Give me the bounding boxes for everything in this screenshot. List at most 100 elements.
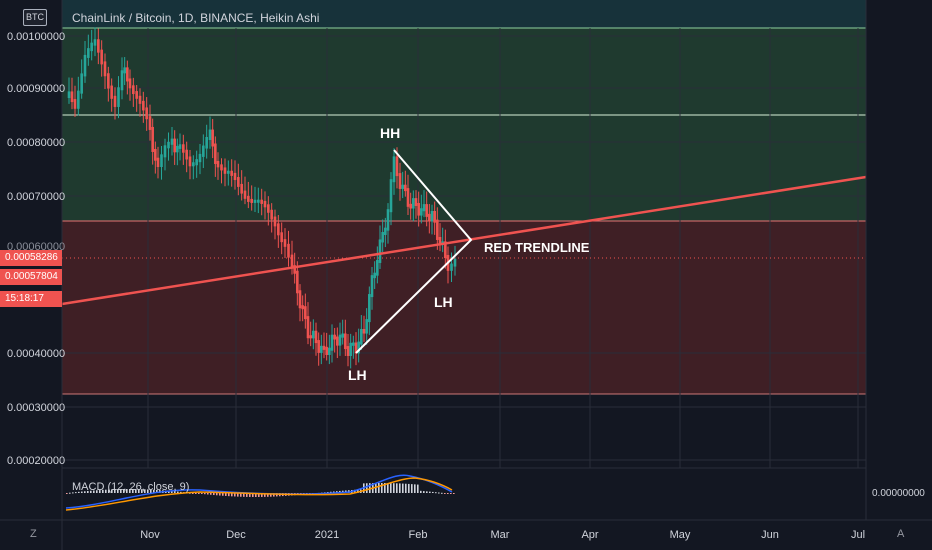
red-zone — [62, 221, 866, 394]
candle-body — [126, 67, 129, 82]
annotation-lh-right[interactable]: LH — [434, 294, 453, 310]
macd-bar — [141, 489, 143, 493]
candle-body — [135, 91, 138, 99]
symbol-badge[interactable]: BTC — [23, 9, 47, 26]
macd-bar — [393, 483, 395, 493]
price-label: 0.00040000 — [7, 348, 65, 360]
macd-bar — [249, 493, 251, 497]
candle-body — [438, 236, 442, 245]
macd-bar — [78, 491, 80, 493]
candle-body — [314, 330, 318, 344]
macd-bar — [93, 490, 95, 493]
candle-body — [296, 270, 299, 294]
macd-bar — [69, 492, 71, 494]
candle-body — [156, 157, 160, 168]
candle-body — [185, 149, 188, 160]
candle-body — [250, 198, 253, 203]
candle-body — [428, 213, 431, 222]
candle-body — [330, 334, 334, 351]
price-label: 0.00080000 — [7, 137, 65, 149]
candle-body — [263, 200, 267, 208]
annotation-trendline[interactable]: RED TRENDLINE — [484, 240, 590, 255]
macd-bar — [429, 491, 431, 493]
candle-body — [87, 48, 90, 58]
macd-bar — [225, 493, 227, 496]
macd-bar — [156, 489, 158, 493]
macd-bar — [108, 489, 110, 493]
macd-bar — [126, 489, 128, 493]
macd-bar — [180, 491, 182, 493]
candle-body — [237, 177, 240, 187]
time-label: 2021 — [315, 529, 339, 541]
candle-body — [301, 305, 304, 310]
macd-bar — [87, 490, 89, 493]
candle-body — [304, 306, 307, 320]
candle-body — [306, 316, 310, 339]
macd-pane[interactable] — [62, 468, 866, 520]
macd-bar — [441, 492, 443, 494]
candle-body — [409, 203, 412, 209]
time-axis[interactable]: Nov Dec 2021 Feb Mar Apr May Jun Jul — [140, 529, 865, 541]
macd-bar — [66, 493, 68, 494]
annotation-hh[interactable]: HH — [380, 125, 400, 141]
candle-body — [120, 70, 124, 91]
macd-bar — [102, 489, 104, 493]
macd-indicator-label[interactable]: MACD (12, 26, close, 9) — [72, 481, 190, 493]
price-label: 0.00090000 — [7, 83, 65, 95]
candle-body — [378, 239, 382, 263]
price-label: 0.00020000 — [7, 455, 65, 467]
triangle-pattern[interactable] — [355, 149, 473, 354]
macd-bar — [438, 492, 440, 494]
candle-body — [384, 227, 387, 236]
candlestick-series[interactable] — [67, 27, 457, 369]
macd-bar — [264, 493, 266, 497]
macd-bar — [330, 491, 332, 493]
time-label: Nov — [140, 529, 160, 541]
macd-bar — [171, 491, 173, 493]
candle-body — [436, 219, 439, 240]
macd-bar — [270, 493, 272, 497]
candle-body — [260, 199, 263, 204]
macd-bar — [327, 492, 329, 494]
candle-body — [195, 159, 198, 166]
candle-body — [205, 136, 208, 149]
macd-bar — [369, 483, 371, 493]
candle-body — [381, 232, 384, 243]
candle-body — [277, 223, 280, 236]
macd-bar — [267, 493, 269, 497]
macd-bar — [81, 491, 83, 493]
candle-body — [365, 319, 368, 334]
candle-body — [230, 170, 233, 176]
macd-bar — [444, 493, 446, 494]
red-trendline[interactable] — [61, 175, 867, 306]
candle-body — [138, 95, 142, 104]
price-label: 0.00070000 — [7, 191, 65, 203]
macd-bar — [246, 493, 248, 497]
macd-bar — [129, 489, 131, 493]
green-zone — [62, 28, 866, 221]
macd-bar — [384, 483, 386, 493]
macd-bar — [216, 493, 218, 496]
candle-body — [257, 199, 260, 203]
macd-bar — [153, 489, 155, 493]
candle-body — [192, 162, 195, 167]
candle-body — [336, 336, 339, 346]
price-axis[interactable]: 0.00100000 0.00090000 0.00080000 0.00070… — [7, 31, 65, 467]
macd-bar — [138, 489, 140, 493]
candle-body — [188, 156, 192, 167]
macd-bar — [381, 483, 383, 493]
annotation-lh-left[interactable]: LH — [348, 367, 367, 383]
chart-title[interactable]: ChainLink / Bitcoin, 1D, BINANCE, Heikin… — [72, 11, 320, 25]
candle-body — [317, 340, 320, 353]
candle-body — [117, 87, 120, 107]
macd-bar — [228, 493, 230, 497]
candle-body — [80, 73, 83, 94]
auto-scale-button[interactable]: Z — [30, 528, 37, 540]
auto-button[interactable]: A — [897, 528, 905, 540]
candle-body — [173, 138, 176, 153]
candle-body — [110, 85, 113, 99]
grid-lines — [62, 28, 866, 520]
candle-body — [430, 210, 434, 222]
